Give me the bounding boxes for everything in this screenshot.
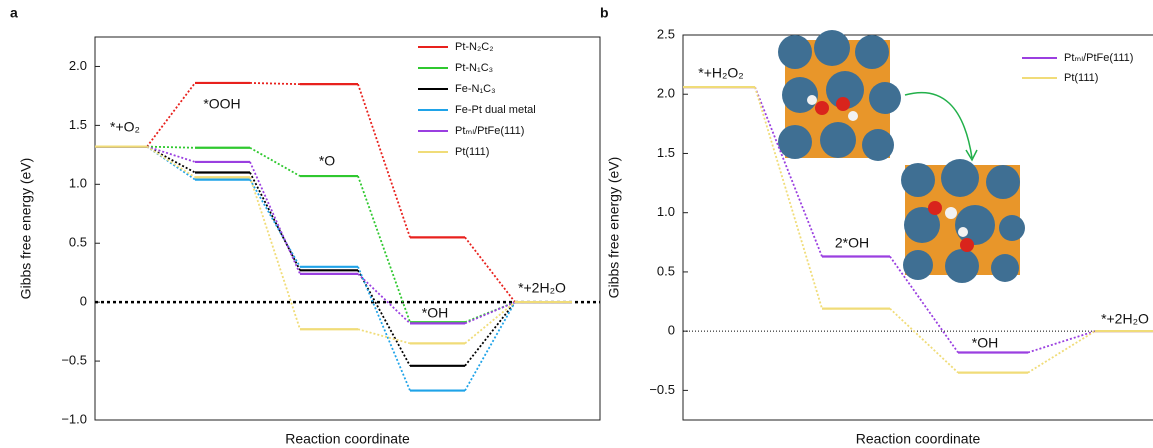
arrow [905,93,972,158]
state-label: *+H₂O₂ [698,65,744,81]
legend-label: Ptₘₗ/PtFe(111) [1064,52,1133,64]
panel-label: b [600,5,609,21]
y-axis-label: Gibbs free energy (eV) [18,158,34,300]
legend-label: Fe-Pt dual metal [455,104,536,116]
state-label: *OH [972,335,998,351]
y-tick-label: 1.0 [69,176,87,191]
legend-label: Pt-N₁C₃ [455,62,493,74]
x-axis-label: Reaction coordinate [856,431,981,447]
x-axis-label: Reaction coordinate [285,431,410,447]
y-tick-label: 1.0 [657,204,675,219]
molecule-image [778,30,901,161]
y-tick-label: 2.0 [69,58,87,73]
connector [147,147,195,178]
connector [250,83,300,84]
y-tick-label: 2.0 [657,86,675,101]
y-tick-label: −0.5 [61,353,87,368]
connector [147,83,195,147]
state-label: *+O₂ [110,119,140,135]
connector [465,237,515,302]
axes-frame [95,37,600,420]
connector [250,162,300,274]
legend-label: Ptₘₗ/PtFe(111) [455,125,524,137]
y-tick-label: 0.5 [69,235,87,250]
connector [465,302,515,366]
state-label: *+2H₂O [518,280,566,296]
legend-label: Pt-N₂C₂ [455,41,493,53]
connector [1028,331,1095,372]
state-label: *+2H₂O [1101,311,1149,327]
connector [358,270,410,365]
y-tick-label: 1.5 [69,117,87,132]
y-tick-label: 2.5 [657,26,675,41]
molecule-image [901,159,1025,283]
connector [358,176,410,322]
panel-label: a [10,5,18,21]
y-tick-label: 0.5 [657,263,675,278]
state-label: 2*OH [835,235,869,251]
y-axis-label: Gibbs free energy (eV) [606,157,622,299]
connector [358,84,410,237]
connector [358,267,410,391]
y-tick-label: −1.0 [61,411,87,426]
connector [147,147,195,148]
connector [1028,331,1095,352]
y-tick-label: 0 [668,323,675,338]
state-label: *OOH [203,96,240,112]
legend-label: Fe-N₁C₃ [455,83,496,95]
state-label: *OH [422,305,448,321]
connector [358,329,410,343]
legend-label: Pt(111) [1064,72,1098,84]
legend-label: Pt(111) [455,146,489,158]
chart: a Reaction coordinate Gibbs free energy (e… [0,0,1153,448]
connector [147,147,195,162]
connector [250,148,300,176]
connector [358,274,410,323]
connector [465,302,515,343]
y-tick-label: 1.5 [657,145,675,160]
y-tick-label: −0.5 [649,382,675,397]
y-tick-label: 0 [80,294,87,309]
connector [465,302,515,390]
state-label: *O [319,153,335,169]
connector [890,309,958,373]
